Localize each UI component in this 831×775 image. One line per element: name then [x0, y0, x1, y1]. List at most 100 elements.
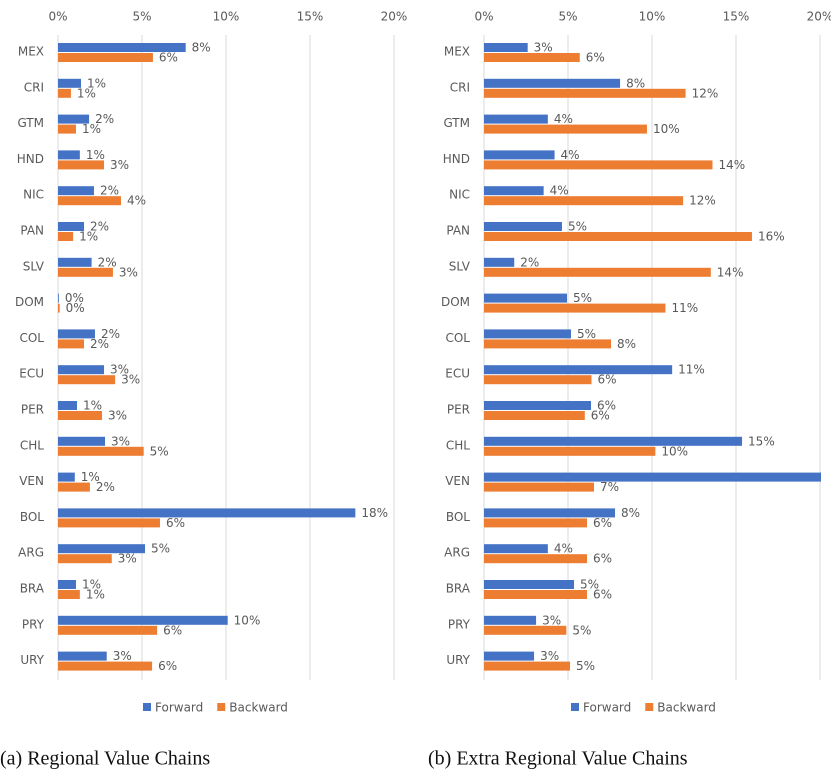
data-label: 3% [534, 41, 553, 55]
y-tick-label: DOM [15, 295, 44, 309]
data-label: 2% [520, 255, 539, 269]
data-label: 16% [758, 230, 785, 244]
bar [58, 518, 160, 528]
data-label: 3% [121, 373, 140, 387]
data-label: 14% [717, 265, 744, 279]
bar [58, 661, 153, 671]
bar [484, 222, 562, 231]
data-label: 8% [626, 76, 645, 90]
data-label: 4% [554, 542, 573, 556]
bar [484, 303, 666, 313]
bar [484, 186, 544, 196]
bar [484, 446, 656, 456]
y-tick-label: HND [443, 152, 470, 166]
y-tick-label: CHL [446, 438, 470, 452]
bar [58, 482, 90, 492]
y-tick-label: NIC [23, 188, 44, 202]
data-label: 5% [150, 444, 169, 458]
legend-swatch [571, 703, 579, 711]
y-tick-label: URY [446, 653, 470, 667]
y-tick-label: VEN [445, 474, 470, 488]
data-label: 6% [163, 623, 182, 637]
bar [484, 365, 673, 375]
y-tick-label: GTM [443, 116, 470, 130]
y-tick-label: BOL [446, 510, 470, 524]
data-label: 6% [598, 373, 617, 387]
data-label: 4% [550, 184, 569, 198]
bar [58, 472, 75, 482]
data-label: 6% [158, 659, 177, 673]
x-tick-label: 5% [558, 10, 577, 24]
data-label: 6% [593, 516, 612, 530]
y-tick-label: BRA [20, 582, 45, 596]
bar [58, 303, 60, 313]
bar [484, 661, 571, 671]
y-tick-label: CHL [20, 438, 44, 452]
bar [484, 196, 684, 206]
bar [58, 186, 94, 196]
bar [484, 78, 621, 88]
y-tick-label: NIC [449, 188, 470, 202]
data-label: 3% [119, 265, 138, 279]
bar [58, 544, 146, 554]
bar [484, 651, 535, 661]
bar [484, 508, 616, 518]
bar [58, 508, 356, 518]
data-label: 2% [90, 337, 109, 351]
data-label: 8% [192, 41, 211, 55]
x-tick-label: 20% [381, 10, 408, 24]
y-tick-label: DOM [441, 295, 470, 309]
bar [58, 339, 85, 349]
bar [484, 544, 548, 554]
data-label: 4% [127, 194, 146, 208]
bar [58, 43, 186, 52]
data-label: 1% [86, 148, 105, 162]
bar [58, 222, 85, 231]
bar [484, 625, 567, 635]
bar [484, 580, 575, 589]
bar [484, 339, 612, 349]
plot-area [484, 43, 821, 671]
y-tick-label: COL [19, 331, 44, 345]
data-label: 10% [234, 613, 261, 627]
bar [484, 329, 572, 339]
bar [58, 88, 71, 98]
bar [58, 293, 59, 303]
bar [484, 257, 515, 267]
data-label: 5% [572, 623, 591, 637]
bar [58, 446, 144, 456]
data-label: 6% [586, 51, 605, 65]
bar [484, 436, 743, 446]
data-label: 2% [96, 480, 115, 494]
y-tick-label: MEX [444, 45, 470, 59]
data-label: 1% [79, 230, 98, 244]
bar [484, 150, 555, 160]
data-label: 8% [617, 337, 636, 351]
y-tick-label: PER [21, 403, 44, 417]
y-tick-label: BOL [20, 510, 44, 524]
data-label: 1% [82, 122, 101, 136]
data-label: 0% [66, 301, 85, 315]
y-tick-label: PRY [448, 617, 471, 631]
bar [58, 150, 80, 160]
data-label: 14% [718, 158, 745, 172]
bar [58, 625, 158, 635]
bar [484, 375, 592, 385]
bar [58, 78, 82, 88]
data-label: 3% [542, 613, 561, 627]
data-label: 2% [90, 220, 109, 234]
data-label: 1% [86, 588, 105, 602]
data-label: 8% [621, 506, 640, 520]
bar [58, 114, 90, 124]
bar [58, 375, 116, 385]
data-label: 2% [95, 112, 114, 126]
data-label: 6% [166, 516, 185, 530]
y-tick-label: CRI [450, 80, 470, 94]
data-label: 6% [159, 51, 178, 65]
bar [58, 436, 106, 446]
data-label: 15% [748, 434, 775, 448]
y-tick-label: GTM [17, 116, 44, 130]
data-label: 0% [65, 291, 84, 305]
bar [484, 43, 528, 52]
